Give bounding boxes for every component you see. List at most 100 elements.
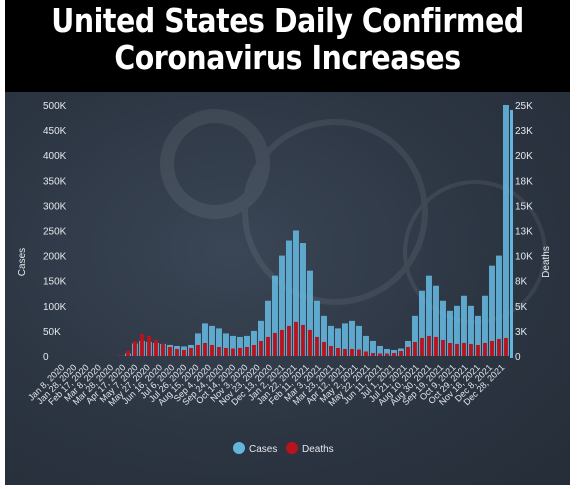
cases-bar <box>370 340 376 356</box>
y-axis-left-label: Cases <box>17 248 28 276</box>
deaths-bar <box>245 346 249 356</box>
cases-bar <box>216 328 222 356</box>
deaths-bar <box>154 339 158 356</box>
deaths-bar <box>490 340 494 356</box>
deaths-bar <box>308 329 312 356</box>
deaths-bar <box>266 336 270 356</box>
y-tick-right: 13K <box>515 227 533 238</box>
legend-cases-label[interactable]: Cases <box>249 444 277 455</box>
legend-deaths-swatch <box>286 442 298 454</box>
cases-bar <box>419 290 425 356</box>
deaths-bar <box>224 347 228 356</box>
deaths-bar <box>287 325 291 356</box>
deaths-bar <box>161 343 165 356</box>
y-axis-right-label: Deaths <box>541 246 552 278</box>
deaths-bar <box>280 329 284 356</box>
deaths-bar <box>140 333 144 356</box>
cases-bar <box>447 310 453 356</box>
cases-bar <box>279 255 285 356</box>
cases-bar <box>468 305 474 356</box>
y-tick-left: 450K <box>43 126 67 137</box>
deaths-bar <box>497 338 501 356</box>
cases-bar <box>356 325 362 356</box>
deaths-bar <box>336 347 340 356</box>
cases-bar <box>293 230 299 356</box>
deaths-bar <box>189 347 193 356</box>
cases-bar <box>454 305 460 356</box>
legend-deaths-label[interactable]: Deaths <box>302 444 334 455</box>
cases-bar <box>440 300 446 356</box>
cases-bar <box>496 255 502 356</box>
y-tick-right: 15K <box>515 201 533 212</box>
cases-bar <box>209 325 215 356</box>
cases-bar <box>363 335 369 356</box>
y-tick-right: 23K <box>515 126 533 137</box>
cases-bar <box>307 270 313 356</box>
cases-bar <box>489 265 495 356</box>
cases-bar <box>503 105 509 356</box>
cases-bar <box>461 295 467 356</box>
deaths-bar <box>392 352 396 356</box>
deaths-bar <box>238 347 242 356</box>
y-tick-left: 300K <box>43 201 67 212</box>
cases-bar <box>482 295 488 356</box>
chart-svg: 500K 450K 400K 350K 300K 250K 200K 150K 100K 50K 0… <box>17 101 552 455</box>
deaths-bar <box>420 337 424 356</box>
legend: Cases Deaths <box>233 442 334 455</box>
deaths-bar <box>259 340 263 356</box>
y-tick-left: 150K <box>43 277 67 288</box>
deaths-bar <box>413 341 417 356</box>
y-tick-left: 200K <box>43 252 67 263</box>
y-axis-left: 500K 450K 400K 350K 300K 250K 200K 150K 100K 50K 0 <box>43 101 67 363</box>
deaths-bar <box>231 348 235 356</box>
deaths-bar <box>147 335 151 356</box>
deaths-bar <box>182 349 186 356</box>
deaths-bar <box>441 339 445 356</box>
y-tick-right: 3K <box>515 327 528 338</box>
y-tick-right: 8K <box>515 277 528 288</box>
cases-bar <box>223 333 229 356</box>
deaths-bar <box>273 332 277 356</box>
y-tick-right: 20K <box>515 151 533 162</box>
deaths-bar <box>119 355 123 356</box>
cases-bar <box>384 348 390 356</box>
right-axis-line <box>510 110 513 358</box>
cases-bar <box>202 323 208 356</box>
y-tick-left: 400K <box>43 151 67 162</box>
deaths-bar <box>427 335 431 356</box>
cases-bar <box>377 345 383 356</box>
cases-bar <box>412 315 418 356</box>
deaths-bar <box>217 346 221 356</box>
deaths-bar <box>364 351 368 356</box>
deaths-bar <box>462 342 466 356</box>
title-line-2: Coronavirus Increases <box>114 38 461 77</box>
y-tick-right: 18K <box>515 176 533 187</box>
deaths-bar <box>357 349 361 356</box>
y-tick-right: 10K <box>515 252 533 263</box>
deaths-bar <box>315 336 319 356</box>
deaths-bar <box>504 337 508 356</box>
deaths-bar <box>168 346 172 356</box>
deaths-bar <box>210 344 214 356</box>
y-tick-right: 0 <box>515 352 521 363</box>
cases-bar <box>195 333 201 356</box>
deaths-bar <box>455 343 459 356</box>
cases-bar <box>314 300 320 356</box>
deaths-bar <box>133 340 137 356</box>
deaths-bar <box>399 350 403 356</box>
deaths-bar <box>252 344 256 356</box>
cases-bar <box>349 320 355 356</box>
legend-cases-swatch <box>233 442 245 454</box>
background-texture <box>160 109 547 324</box>
y-axis-right: 25K 23K 20K 18K 15K 13K 10K 8K 5K 3K 0 <box>515 101 533 363</box>
deaths-bar <box>294 321 298 356</box>
y-tick-left: 500K <box>43 101 67 112</box>
deaths-bar <box>343 348 347 356</box>
deaths-bar <box>406 346 410 356</box>
cases-bar <box>321 315 327 356</box>
deaths-bar <box>469 343 473 356</box>
cases-bar <box>265 300 271 356</box>
y-tick-left: 50K <box>43 327 61 338</box>
deaths-bar <box>196 344 200 356</box>
